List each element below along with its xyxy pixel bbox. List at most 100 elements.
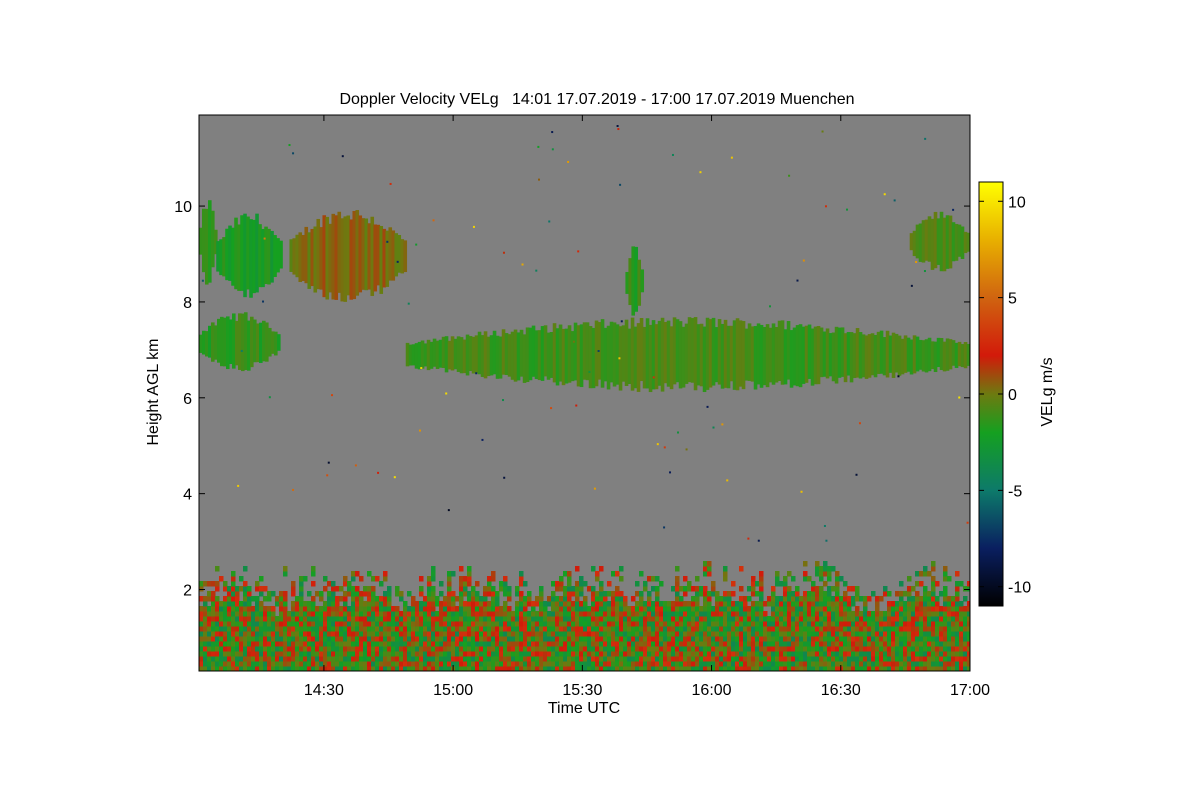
velocity-cell [304,226,309,284]
velocity-cell [343,641,348,647]
velocity-cell [955,651,960,657]
velocity-cell [215,606,220,612]
velocity-cell [579,661,584,667]
velocity-cell [751,626,756,632]
velocity-cell [639,651,644,657]
velocity-cell [719,641,724,647]
velocity-cell [647,596,652,602]
velocity-cell [640,269,645,293]
velocity-cell [679,641,684,647]
velocity-cell [239,641,244,647]
velocity-cell [279,240,283,269]
velocity-cell [371,591,376,597]
velocity-cell [639,631,644,637]
velocity-cell [459,586,464,592]
velocity-cell [731,631,736,637]
velocity-cell [495,656,500,662]
velocity-cell [779,626,784,632]
velocity-cell [919,626,924,632]
velocity-cell [871,646,876,652]
velocity-cell [931,566,936,572]
velocity-cell [579,586,584,592]
velocity-cell [383,596,388,602]
velocity-cell [435,646,440,652]
velocity-cell [663,621,668,627]
velocity-cell [911,631,916,637]
velocity-cell [231,611,236,617]
velocity-cell [267,641,272,647]
velocity-cell [383,571,388,577]
velocity-cell [835,581,840,587]
velocity-cell [951,656,956,662]
velocity-cell [759,606,764,612]
velocity-cell [311,601,316,607]
velocity-cell [651,606,656,612]
velocity-cell [337,211,342,293]
velocity-cell [683,606,688,612]
velocity-cell [927,591,932,597]
velocity-cell [519,581,524,587]
velocity-cell [739,611,744,617]
velocity-cell [795,661,800,667]
velocity-cell [807,626,812,632]
velocity-cell [591,651,596,657]
velocity-cell [475,626,480,632]
velocity-cell [753,326,758,390]
velocity-cell [471,606,476,612]
velocity-cell [735,601,740,607]
velocity-cell [895,621,900,627]
velocity-cell [519,596,524,602]
velocity-cell [543,611,548,617]
velocity-cell [531,606,536,612]
velocity-cell [963,661,968,667]
velocity-cell [787,636,792,642]
velocity-cell [663,601,668,607]
velocity-cell [675,576,680,582]
velocity-cell [943,656,948,662]
velocity-cell [275,641,280,647]
velocity-cell [959,626,964,632]
velocity-cell [455,606,460,612]
velocity-cell [783,621,788,627]
velocity-cell [851,611,856,617]
velocity-cell [499,621,504,627]
velocity-cell [367,616,372,622]
noise-pixel [393,476,396,479]
velocity-cell [207,661,212,667]
noise-pixel [617,128,620,131]
velocity-cell [247,626,252,632]
velocity-cell [587,666,592,671]
velocity-cell [219,656,224,662]
velocity-cell [459,611,464,617]
velocity-cell [199,661,204,667]
velocity-cell [511,666,516,671]
velocity-cell [203,646,208,652]
velocity-cell [655,641,660,647]
velocity-cell [367,591,372,597]
velocity-cell [635,581,640,587]
velocity-cell [531,601,536,607]
velocity-cell [459,646,464,652]
velocity-cell [631,626,636,632]
velocity-cell [803,591,808,597]
velocity-cell [935,606,940,612]
velocity-cell [803,636,808,642]
velocity-cell [455,616,460,622]
velocity-cell [855,666,860,671]
velocity-cell [655,661,660,667]
velocity-cell [675,656,680,662]
velocity-cell [735,651,740,657]
velocity-cell [487,586,492,592]
velocity-cell [627,636,632,642]
velocity-cell [559,576,564,582]
velocity-cell [403,661,408,667]
noise-pixel [588,370,591,373]
velocity-cell [423,631,428,637]
velocity-cell [619,666,624,671]
velocity-cell [739,641,744,647]
velocity-cell [815,631,820,637]
velocity-cell [695,656,700,662]
velocity-cell [595,601,600,607]
velocity-cell [231,571,236,577]
velocity-cell [511,651,516,657]
